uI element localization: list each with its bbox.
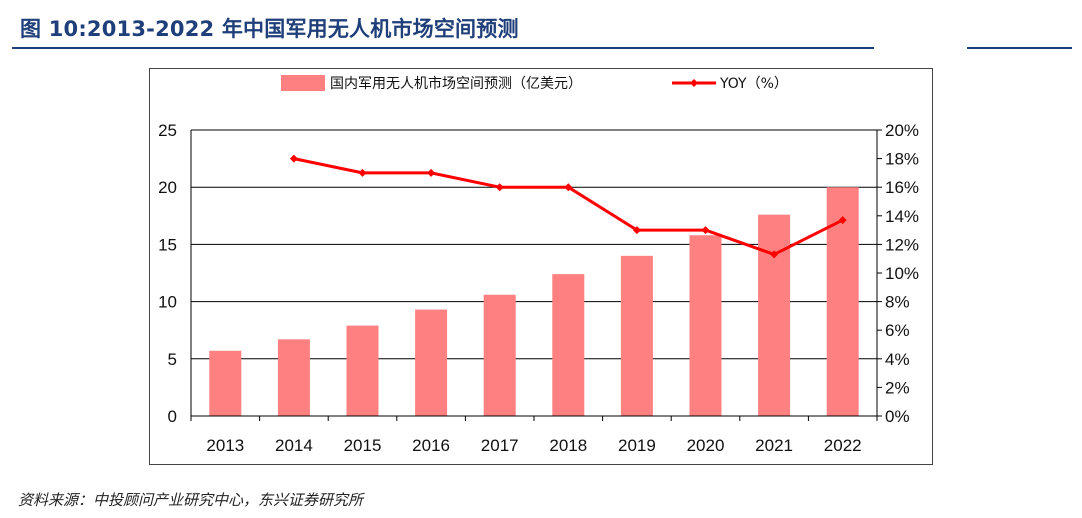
x-axis-tick-label: 2014: [275, 436, 313, 455]
bar: [483, 294, 516, 416]
title-rule-right: [967, 47, 1072, 49]
right-axis-tick-label: 4%: [885, 350, 910, 369]
x-axis-tick-label: 2021: [755, 436, 793, 455]
right-axis-tick-label: 10%: [885, 264, 919, 283]
right-axis-tick-label: 12%: [885, 235, 919, 254]
x-axis-tick-label: 2020: [687, 436, 725, 455]
yoy-point: [632, 226, 641, 235]
legend-bar-swatch: [281, 75, 325, 91]
yoy-point: [564, 183, 573, 192]
right-axis-tick-label: 6%: [885, 321, 910, 340]
bar: [620, 255, 653, 416]
bar: [552, 274, 585, 416]
yoy-point: [770, 250, 779, 259]
yoy-point: [427, 168, 436, 177]
yoy-point: [838, 216, 847, 225]
x-axis-tick-label: 2016: [412, 436, 450, 455]
right-axis-tick-label: 2%: [885, 378, 910, 397]
right-axis-tick-label: 14%: [885, 207, 919, 226]
yoy-point: [289, 154, 298, 163]
left-axis-tick-label: 15: [158, 235, 177, 254]
right-axis-tick-label: 8%: [885, 293, 910, 312]
figure-title: 图 10:2013-2022 年中国军用无人机市场空间预测: [20, 17, 519, 41]
x-axis-tick-label: 2017: [481, 436, 519, 455]
x-axis-tick-label: 2022: [824, 436, 862, 455]
x-axis-ticks: 2013 2014 2015 2016 2017 2018 2019 2020 2021 2022: [206, 436, 861, 455]
x-axis-tick-label: 2018: [549, 436, 587, 455]
x-axis-tick-label: 2013: [206, 436, 244, 455]
yoy-point: [495, 183, 504, 192]
right-axis-tick-label: 0%: [885, 407, 910, 426]
bar: [346, 325, 379, 416]
bar: [277, 339, 310, 416]
legend-line-label: YOY（%）: [719, 76, 788, 92]
left-axis-ticks: 0 5 10 15 20 25: [158, 121, 177, 426]
left-axis-tick-label: 0: [168, 407, 177, 426]
left-axis-tick-label: 20: [158, 178, 177, 197]
right-axis-tick-label: 16%: [885, 178, 919, 197]
title-rule-left: [12, 47, 874, 49]
legend-bar-label: 国内军用无人机市场空间预测（亿美元）: [330, 75, 582, 92]
left-axis-tick-label: 5: [168, 350, 177, 369]
line-series: [289, 154, 847, 259]
bar-series: [209, 187, 859, 416]
yoy-point: [701, 226, 710, 235]
bar: [758, 214, 791, 416]
right-axis-tick-label: 18%: [885, 150, 919, 169]
source-note: 资料来源：中投顾问产业研究中心，东兴证券研究所: [18, 491, 364, 509]
left-axis-tick-label: 25: [158, 121, 177, 140]
bar: [209, 350, 242, 416]
right-axis-tick-label: 20%: [885, 121, 919, 140]
left-axis-tick-label: 10: [158, 293, 177, 312]
yoy-point: [358, 168, 367, 177]
x-axis-tick-label: 2015: [344, 436, 382, 455]
x-axis-tick-label: 2019: [618, 436, 656, 455]
bar: [689, 235, 722, 416]
legend-line-marker: [690, 79, 698, 87]
bar: [415, 309, 448, 416]
legend: 国内军用无人机市场空间预测（亿美元） YOY（%）: [281, 75, 788, 92]
axes: [190, 129, 882, 421]
right-axis-ticks: 0% 2% 4% 6% 8% 10% 12% 14% 16% 18% 20%: [885, 121, 919, 426]
chart-frame: [149, 68, 933, 465]
